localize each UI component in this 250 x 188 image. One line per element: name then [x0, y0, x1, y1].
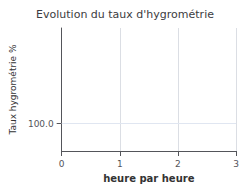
- svg-text:0: 0: [59, 159, 65, 169]
- svg-text:100.0: 100.0: [28, 119, 54, 129]
- svg-text:3: 3: [233, 159, 239, 169]
- svg-text:2: 2: [175, 159, 181, 169]
- svg-text:1: 1: [117, 159, 123, 169]
- svg-text:heure par heure: heure par heure: [103, 173, 194, 184]
- svg-text:Taux hygrométrie %: Taux hygrométrie %: [8, 44, 18, 136]
- svg-text:Evolution du taux d'hygrométri: Evolution du taux d'hygrométrie: [36, 8, 214, 21]
